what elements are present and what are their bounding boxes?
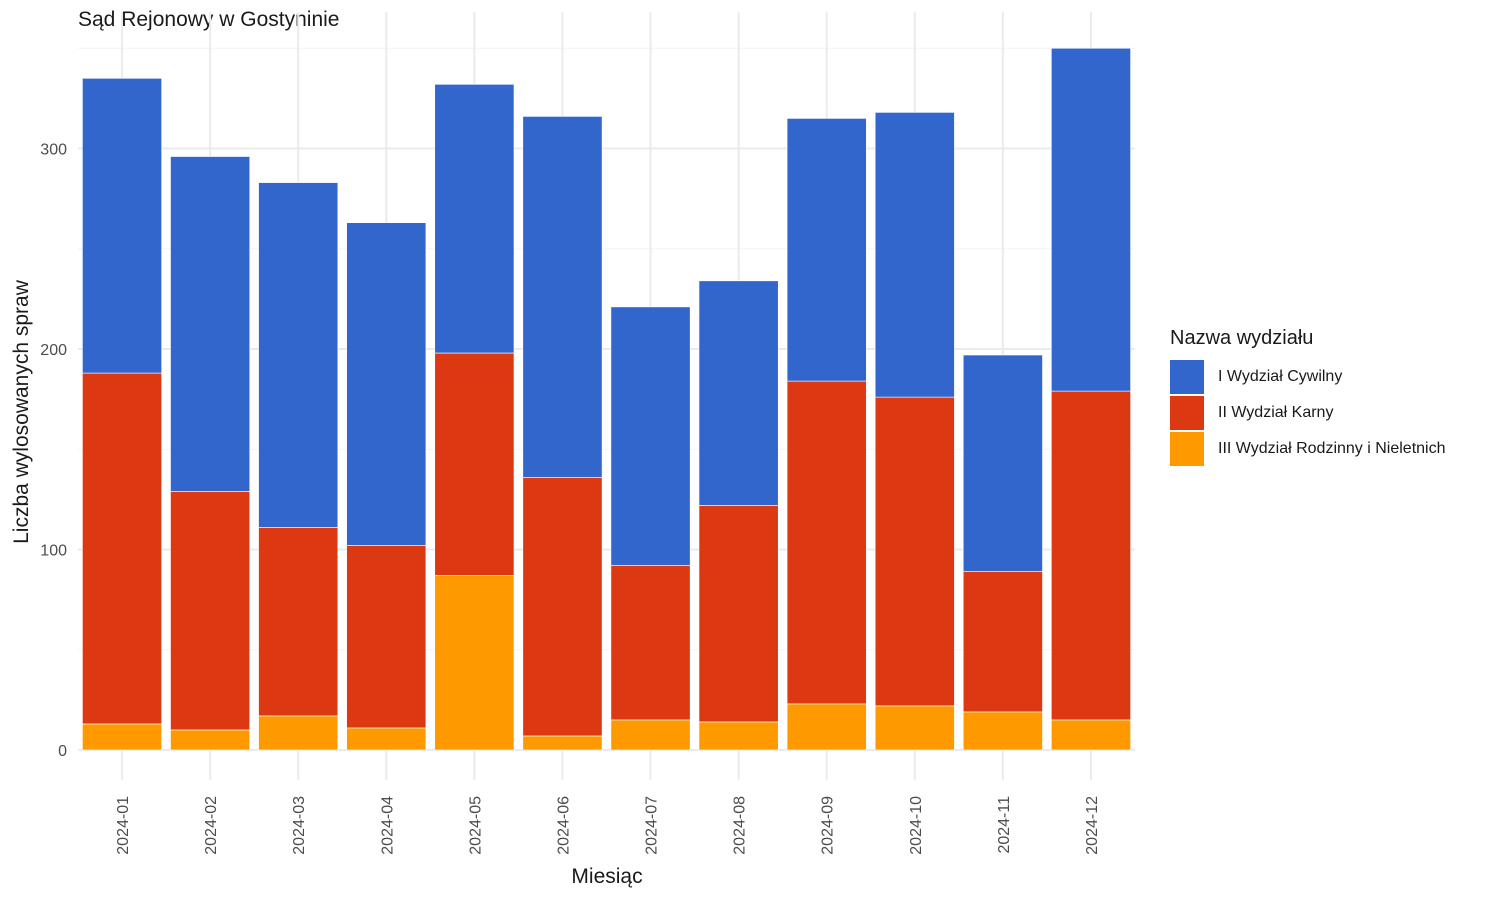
bar-segment-2024-08-s0 — [698, 721, 779, 751]
x-axis-label: Miesiąc — [571, 865, 643, 888]
x-tick-label: 2024-07 — [644, 796, 661, 855]
legend-label: II Wydział Karny — [1218, 404, 1334, 421]
legend-title: Nazwa wydziału — [1170, 327, 1314, 349]
x-tick-label: 2024-04 — [379, 796, 396, 855]
bar-segment-2024-04-s0 — [346, 727, 427, 751]
x-tick-label: 2024-06 — [555, 796, 572, 855]
x-tick-label: 2024-10 — [908, 796, 925, 855]
legend: Nazwa wydziału I Wydział Cywilny II Wydzi… — [1170, 327, 1446, 467]
legend-item: II Wydział Karny — [1170, 395, 1446, 431]
bar-segment-2024-08-s1 — [698, 505, 779, 723]
bar-segment-2024-04-s2 — [346, 222, 427, 546]
bar-segment-2024-02-s1 — [170, 491, 251, 731]
bar-segment-2024-10-s2 — [874, 112, 955, 398]
bar-segment-2024-09-s1 — [786, 380, 867, 705]
bar-segment-2024-11-s2 — [962, 354, 1043, 572]
bar-segment-2024-08-s2 — [698, 280, 779, 506]
bar-segment-2024-12-s2 — [1051, 47, 1131, 392]
legend-label: III Wydział Rodzinny i Nieletnich — [1218, 440, 1446, 457]
legend-key — [1170, 396, 1204, 430]
y-tick-label: 0 — [58, 743, 67, 760]
x-tick-label: 2024-05 — [467, 796, 484, 855]
bar-segment-2024-05-s0 — [434, 575, 515, 751]
x-tick-label: 2024-03 — [291, 796, 308, 855]
bar-segment-2024-06-s0 — [522, 735, 603, 751]
bar-segment-2024-05-s2 — [434, 84, 515, 354]
x-tick-label: 2024-12 — [1084, 796, 1101, 855]
x-tick-label: 2024-09 — [820, 796, 837, 855]
y-tick-label: 200 — [40, 342, 67, 359]
bar-segment-2024-12-s0 — [1051, 719, 1131, 751]
legend-key — [1170, 432, 1204, 466]
bar-segment-2024-07-s1 — [610, 565, 691, 721]
bar-segment-2024-02-s2 — [170, 156, 251, 492]
bar-segment-2024-02-s0 — [170, 729, 251, 751]
x-tick-label: 2024-01 — [115, 796, 132, 855]
bar-segment-2024-11-s1 — [962, 571, 1043, 713]
bar-segment-2024-01-s0 — [82, 723, 162, 751]
x-tick-label: 2024-08 — [732, 796, 749, 855]
legend-label: I Wydział Cywilny — [1218, 368, 1343, 385]
legend-item: III Wydział Rodzinny i Nieletnich — [1170, 431, 1446, 467]
bar-segment-2024-12-s1 — [1051, 390, 1131, 721]
bar-segment-2024-06-s1 — [522, 477, 603, 737]
x-tick-label: 2024-11 — [996, 796, 1013, 854]
y-axis-label: Liczba wylosowanych spraw — [10, 280, 33, 544]
bar-segment-2024-04-s1 — [346, 545, 427, 729]
y-tick-label: 300 — [40, 142, 67, 159]
bar-segment-2024-03-s2 — [258, 182, 339, 528]
x-tick-label: 2024-02 — [203, 796, 220, 855]
bar-segment-2024-09-s0 — [786, 703, 867, 751]
y-tick-label: 100 — [40, 543, 67, 560]
bar-segment-2024-07-s0 — [610, 719, 691, 751]
legend-key — [1170, 360, 1204, 394]
legend-item: I Wydział Cywilny — [1170, 359, 1446, 395]
bar-segment-2024-03-s1 — [258, 527, 339, 717]
bar-segment-2024-10-s1 — [874, 396, 955, 707]
bar-segment-2024-07-s2 — [610, 306, 691, 566]
bar-segment-2024-10-s0 — [874, 705, 955, 751]
bar-segment-2024-06-s2 — [522, 116, 603, 478]
bar-segment-2024-01-s2 — [82, 78, 162, 374]
bar-segment-2024-01-s1 — [82, 372, 162, 725]
chart-title: Sąd Rejonowy w Gostyninie — [78, 8, 340, 31]
bar-segment-2024-05-s1 — [434, 352, 515, 576]
bar-segment-2024-11-s0 — [962, 711, 1043, 751]
legend-items: I Wydział Cywilny II Wydział Karny III Wyd… — [1170, 359, 1446, 467]
bar-segment-2024-09-s2 — [786, 118, 867, 382]
bar-segment-2024-03-s0 — [258, 715, 339, 751]
